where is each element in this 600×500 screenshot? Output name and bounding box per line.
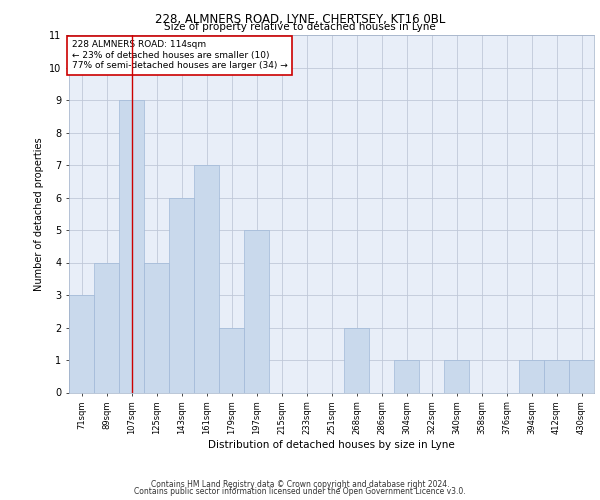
Bar [69,295,94,392]
Text: Size of property relative to detached houses in Lyne: Size of property relative to detached ho… [164,22,436,32]
Bar [119,100,144,392]
Bar [169,198,194,392]
Text: Contains public sector information licensed under the Open Government Licence v3: Contains public sector information licen… [134,487,466,496]
Bar [144,262,169,392]
Bar [569,360,594,392]
Bar [94,262,119,392]
Bar [219,328,244,392]
Bar [244,230,269,392]
Y-axis label: Number of detached properties: Number of detached properties [34,137,44,290]
Text: Contains HM Land Registry data © Crown copyright and database right 2024.: Contains HM Land Registry data © Crown c… [151,480,449,489]
Text: 228, ALMNERS ROAD, LYNE, CHERTSEY, KT16 0BL: 228, ALMNERS ROAD, LYNE, CHERTSEY, KT16 … [155,12,445,26]
Bar [194,165,219,392]
Text: 228 ALMNERS ROAD: 114sqm
← 23% of detached houses are smaller (10)
77% of semi-d: 228 ALMNERS ROAD: 114sqm ← 23% of detach… [71,40,287,70]
Bar [544,360,569,392]
X-axis label: Distribution of detached houses by size in Lyne: Distribution of detached houses by size … [208,440,455,450]
Bar [519,360,544,392]
Bar [394,360,419,392]
Bar [444,360,469,392]
Bar [344,328,369,392]
